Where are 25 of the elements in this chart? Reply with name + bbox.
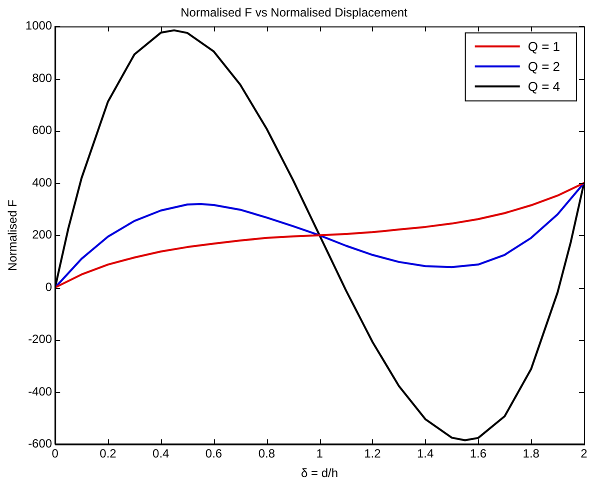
legend-label: Q = 4 — [528, 78, 560, 94]
y-tick-label: 800 — [32, 70, 52, 85]
x-tick-label: 0.4 — [152, 446, 170, 461]
y-axis-title: Normalised F — [6, 200, 20, 271]
x-tick-label: 0.2 — [100, 446, 117, 461]
x-axis-title: δ = d/h — [301, 466, 338, 480]
x-tick-label: 1 — [316, 446, 324, 461]
y-tick-label: 600 — [32, 123, 52, 138]
y-tick-label: 400 — [32, 175, 52, 190]
y-tick-label: -200 — [28, 332, 52, 346]
x-tick-label: 2 — [580, 446, 588, 461]
legend-label: Q = 1 — [528, 38, 560, 54]
x-tick-label: 0.6 — [205, 446, 222, 461]
y-tick-label: 200 — [32, 228, 52, 242]
y-tick-label: -400 — [28, 384, 52, 398]
x-tick-label: 1.8 — [522, 446, 540, 461]
chart-title: Normalised F vs Normalised Displacement — [180, 6, 408, 20]
x-tick-label: 1.2 — [364, 446, 382, 461]
y-tick-label: 1000 — [25, 18, 52, 33]
y-tick-label: 0 — [45, 280, 52, 294]
legend-label: Q = 2 — [528, 58, 560, 74]
x-tick-label: 1.4 — [416, 446, 434, 461]
x-tick-label: 0.8 — [258, 446, 276, 461]
y-tick-label: -600 — [28, 436, 52, 451]
x-tick-label: 1.6 — [470, 446, 487, 461]
